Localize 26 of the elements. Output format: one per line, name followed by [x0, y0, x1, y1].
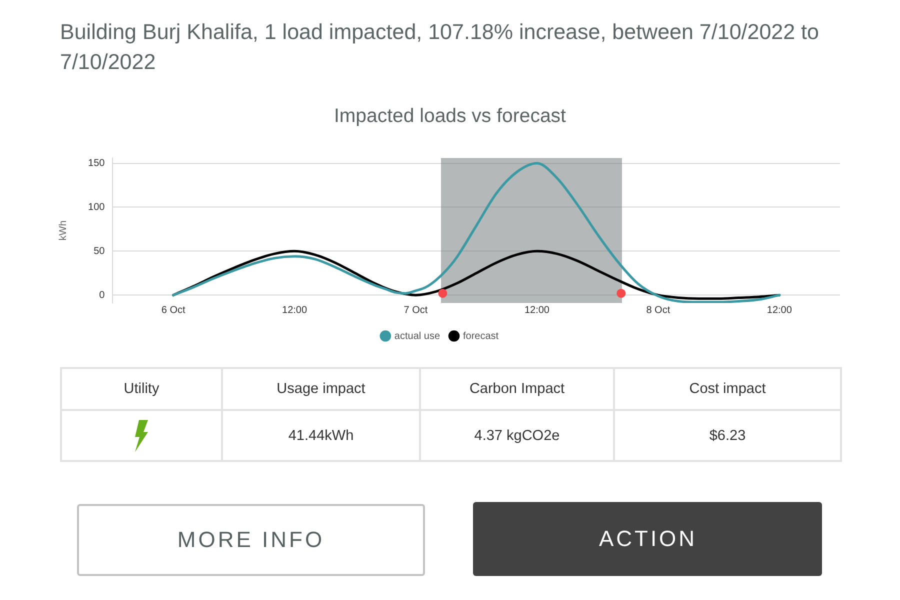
- y-tick-label: 150: [88, 158, 106, 170]
- y-tick-label: 50: [94, 246, 106, 257]
- text: Carbon Impact: [420, 368, 614, 410]
- legend-label: actual use: [394, 330, 440, 342]
- x-tick-label: 12:00: [524, 304, 550, 316]
- text: 4.37 kgCO2e: [420, 410, 614, 461]
- text: Building Burj Khalifa, 1 load impacted, 107.18% increase, between 7/10/2022 to 7/10/2022: [60, 19, 820, 76]
- text: Utility: [61, 368, 222, 410]
- x-tick-label: 6 Oct: [161, 304, 186, 316]
- x-tick-label: 8 Oct: [646, 304, 670, 316]
- legend-label: forecast: [463, 330, 499, 342]
- y-tick-label: 0: [99, 290, 106, 301]
- text: 41.44kWh: [222, 410, 420, 461]
- text: MORE INFO: [177, 527, 325, 553]
- text: Cost impact: [614, 368, 841, 410]
- text: Usage impact: [222, 368, 420, 410]
- x-tick-label: 12:00: [282, 304, 308, 316]
- text: $6.23: [614, 410, 841, 461]
- x-tick-label: 7 Oct: [404, 304, 428, 316]
- y-axis-title: kWh: [58, 220, 69, 240]
- y-tick-label: 100: [88, 202, 106, 213]
- outline-button[interactable]: [77, 504, 425, 576]
- line-series: [172, 162, 781, 303]
- chart-title: Impacted loads vs forecast: [333, 105, 567, 127]
- x-tick-label: 12:00: [766, 304, 792, 316]
- text: ACTION: [598, 526, 698, 552]
